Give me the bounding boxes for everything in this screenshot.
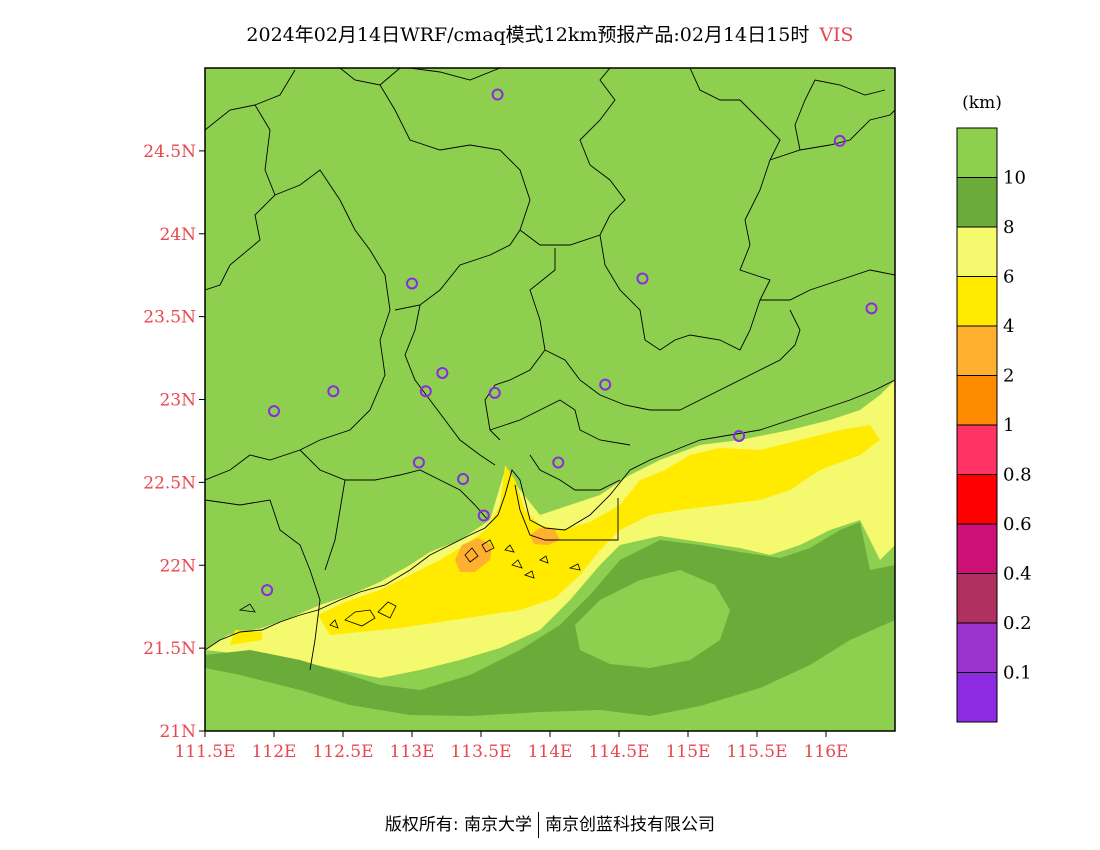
lon-tick-label: 114.5E: [588, 742, 649, 762]
lon-tick-label: 111.5E: [174, 742, 235, 762]
station-marker-9: [599, 378, 612, 391]
station-marker-8: [488, 386, 501, 399]
boundary-lines: [205, 68, 895, 671]
lon-tick-label: 116E: [804, 742, 849, 762]
vis-inner-patch: [575, 570, 730, 668]
map-area: [205, 68, 895, 731]
lon-tick-label: 114E: [528, 742, 573, 762]
legend-label-7: 4: [1003, 316, 1014, 337]
legend-label-10: 10: [1003, 168, 1026, 189]
legend-swatch-6: [956, 375, 998, 426]
legend-swatch-4: [956, 474, 998, 525]
station-marker-7: [419, 385, 432, 398]
chart-title: 2024年02月14日WRF/cmaq模式12km预报产品:02月14日15时 V…: [0, 20, 1100, 47]
station-marker-10: [268, 405, 280, 418]
legend-unit: (km): [962, 93, 1002, 113]
lon-tick-label: 113.5E: [450, 742, 511, 762]
legend-label-6: 2: [1003, 366, 1014, 387]
lat-tick-label: 21N: [159, 722, 196, 742]
legend-swatch-10: [956, 177, 998, 228]
station-marker-14: [552, 456, 565, 469]
lat-tick-label: 23N: [159, 391, 196, 411]
station-markers: [261, 88, 878, 597]
legend-label-5: 1: [1003, 415, 1014, 436]
lat-tick-label: 22.5N: [143, 473, 196, 493]
legend-label-3: 0.6: [1003, 514, 1032, 535]
islands: [238, 539, 581, 629]
vis-ocean-south: [205, 620, 895, 731]
lon-tick-label: 112E: [252, 742, 297, 762]
latitude-axis: 24.5N 24N 23.5N 23N 22.5N 22N 21.5N 21N: [143, 142, 205, 742]
legend-label-1: 0.2: [1003, 613, 1032, 634]
vis-band-8-10km: [205, 522, 895, 731]
legend-swatch-8: [956, 276, 998, 327]
legend-swatch-3: [956, 523, 998, 574]
legend-swatch-11: [956, 127, 998, 178]
legend-swatch-1: [956, 622, 998, 673]
station-marker-16: [261, 584, 274, 597]
station-marker-5: [436, 366, 449, 379]
lon-tick-label: 112.5E: [312, 742, 373, 762]
longitude-axis: 111.5E 112E 112.5E 113E 113.5E 114E 114.5E 115E…: [174, 731, 848, 762]
station-marker-4: [865, 302, 878, 315]
lon-tick-label: 113E: [390, 742, 435, 762]
station-marker-2: [406, 277, 418, 290]
legend-label-0: 0.1: [1003, 663, 1032, 684]
legend-swatch-2: [956, 573, 998, 624]
legend-swatch-7: [956, 325, 998, 376]
lat-tick-label: 24.5N: [143, 142, 196, 162]
station-marker-15: [477, 509, 490, 522]
legend-label-8: 6: [1003, 267, 1014, 288]
footer-left: 版权所有: 南京大学: [384, 815, 533, 835]
legend-swatch-0: [956, 672, 998, 723]
title-variable: VIS: [819, 24, 854, 46]
station-marker-13: [457, 473, 470, 486]
legend-label-4: 0.8: [1003, 465, 1032, 486]
footer-right: 南京创蓝科技有限公司: [545, 815, 716, 835]
legend-label-9: 8: [1003, 217, 1014, 238]
legend-swatch-5: [956, 424, 998, 475]
station-marker-1: [833, 134, 846, 147]
legend-swatch-9: [956, 226, 998, 277]
station-marker-6: [327, 385, 340, 398]
station-marker-0: [491, 88, 504, 101]
station-marker-3: [636, 272, 649, 285]
lat-tick-label: 24N: [159, 225, 196, 245]
title-main: 2024年02月14日WRF/cmaq模式12km预报产品:02月14日15时: [246, 24, 810, 46]
color-legend: 0.1 0.2 0.4 0.6 0.8 1 2 4 6 8 10 (km): [956, 93, 1032, 723]
lat-tick-label: 21.5N: [143, 639, 196, 659]
legend-label-2: 0.4: [1003, 564, 1032, 585]
footer: 版权所有: 南京大学 南京创蓝科技有限公司: [0, 810, 1100, 838]
lon-tick-label: 115E: [666, 742, 711, 762]
vis-band-2-4km-east: [530, 528, 560, 545]
lat-tick-label: 23.5N: [143, 308, 196, 328]
station-marker-12: [412, 456, 425, 469]
lon-tick-label: 115.5E: [726, 742, 787, 762]
station-marker-11: [733, 429, 746, 442]
lat-tick-label: 22N: [159, 556, 196, 576]
footer-divider: [538, 812, 540, 838]
